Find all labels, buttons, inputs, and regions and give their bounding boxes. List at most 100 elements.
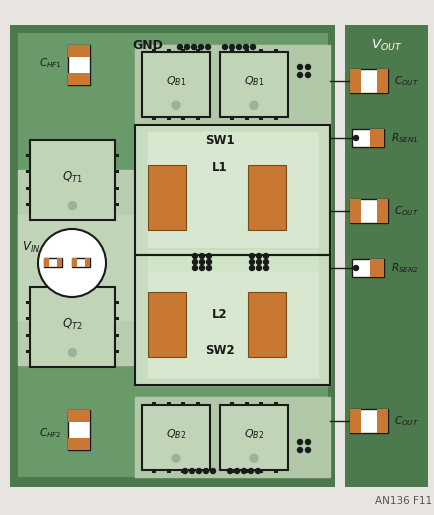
- Circle shape: [68, 349, 76, 356]
- Circle shape: [263, 253, 268, 259]
- Bar: [26, 317, 30, 320]
- Bar: [68, 45, 90, 57]
- Circle shape: [191, 44, 196, 49]
- Bar: [115, 153, 119, 157]
- Bar: [351, 129, 383, 147]
- Circle shape: [250, 101, 257, 109]
- Bar: [115, 350, 119, 353]
- Text: $Q_{T1}$: $Q_{T1}$: [62, 169, 83, 184]
- Bar: [148, 165, 186, 230]
- Bar: [26, 153, 30, 157]
- Bar: [230, 49, 234, 52]
- Bar: [10, 25, 334, 487]
- Circle shape: [249, 253, 254, 259]
- Bar: [148, 292, 186, 357]
- Text: SW1: SW1: [205, 133, 234, 146]
- Bar: [273, 402, 277, 405]
- Bar: [115, 187, 119, 190]
- Bar: [26, 203, 30, 207]
- Bar: [244, 49, 248, 52]
- Bar: [84, 258, 90, 267]
- Circle shape: [184, 44, 189, 49]
- Circle shape: [249, 260, 254, 265]
- Bar: [247, 292, 285, 357]
- Circle shape: [236, 44, 241, 49]
- Bar: [230, 402, 234, 405]
- Bar: [195, 402, 199, 405]
- Circle shape: [199, 266, 204, 270]
- Circle shape: [256, 266, 261, 270]
- Text: $V_{IN}$: $V_{IN}$: [22, 239, 40, 254]
- Bar: [141, 405, 210, 470]
- Bar: [349, 409, 387, 433]
- Circle shape: [189, 469, 194, 473]
- Circle shape: [250, 454, 257, 462]
- Bar: [349, 199, 361, 223]
- Circle shape: [192, 253, 197, 259]
- Circle shape: [38, 229, 106, 297]
- Bar: [166, 402, 171, 405]
- Bar: [344, 25, 427, 487]
- Circle shape: [243, 44, 248, 49]
- Bar: [244, 470, 248, 473]
- Circle shape: [305, 64, 310, 70]
- Text: $Q_{B1}$: $Q_{B1}$: [165, 75, 186, 89]
- Bar: [376, 199, 387, 223]
- Bar: [152, 117, 156, 120]
- Circle shape: [206, 253, 211, 259]
- Circle shape: [199, 260, 204, 265]
- Bar: [247, 165, 285, 230]
- Bar: [26, 350, 30, 353]
- Text: $Q_{B2}$: $Q_{B2}$: [243, 427, 263, 441]
- Text: L1: L1: [212, 161, 227, 174]
- Bar: [181, 117, 185, 120]
- Circle shape: [198, 44, 203, 49]
- Circle shape: [227, 469, 232, 473]
- Circle shape: [263, 266, 268, 270]
- Circle shape: [263, 260, 268, 265]
- Circle shape: [210, 469, 215, 473]
- Circle shape: [255, 469, 260, 473]
- Bar: [135, 255, 329, 385]
- Text: $Q_{T2}$: $Q_{T2}$: [62, 316, 82, 332]
- Bar: [18, 33, 327, 477]
- Circle shape: [199, 253, 204, 259]
- Bar: [349, 409, 361, 433]
- Text: $C_{OUT}$: $C_{OUT}$: [393, 74, 418, 88]
- Circle shape: [205, 44, 210, 49]
- Circle shape: [256, 260, 261, 265]
- Circle shape: [250, 44, 255, 49]
- Bar: [166, 470, 171, 473]
- Bar: [230, 117, 234, 120]
- Bar: [26, 301, 30, 304]
- Bar: [44, 258, 62, 267]
- Circle shape: [192, 260, 197, 265]
- Circle shape: [305, 73, 310, 77]
- Circle shape: [353, 266, 358, 270]
- Bar: [181, 470, 185, 473]
- Bar: [259, 470, 263, 473]
- Bar: [259, 402, 263, 405]
- Circle shape: [297, 64, 302, 70]
- Bar: [152, 470, 156, 473]
- Bar: [26, 334, 30, 337]
- Bar: [220, 52, 287, 117]
- Bar: [30, 140, 115, 220]
- Bar: [369, 129, 383, 147]
- Bar: [369, 259, 383, 277]
- Bar: [376, 409, 387, 433]
- Bar: [195, 117, 199, 120]
- Circle shape: [222, 44, 227, 49]
- Text: $C_{OUT}$: $C_{OUT}$: [393, 414, 418, 428]
- Circle shape: [171, 454, 180, 462]
- Text: $Q_{B2}$: $Q_{B2}$: [165, 427, 186, 441]
- Bar: [135, 125, 329, 255]
- Bar: [152, 402, 156, 405]
- Bar: [148, 132, 317, 247]
- Bar: [115, 317, 119, 320]
- Circle shape: [256, 253, 261, 259]
- Bar: [68, 73, 90, 85]
- Circle shape: [171, 101, 180, 109]
- Circle shape: [196, 469, 201, 473]
- Circle shape: [229, 44, 234, 49]
